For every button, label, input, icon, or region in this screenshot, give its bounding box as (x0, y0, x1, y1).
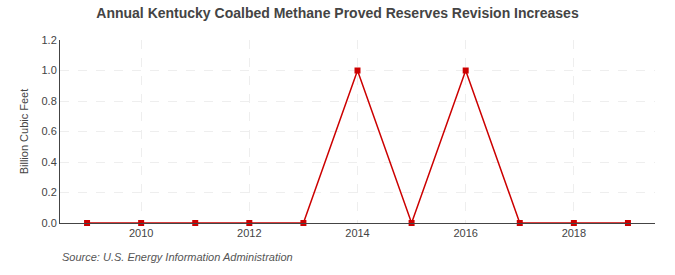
svg-text:1.0: 1.0 (42, 64, 57, 76)
svg-text:0.2: 0.2 (42, 186, 57, 198)
svg-text:0.4: 0.4 (42, 156, 57, 168)
svg-text:2010: 2010 (129, 227, 153, 239)
svg-text:0.8: 0.8 (42, 95, 57, 107)
svg-text:Source: U.S. Energy Informatio: Source: U.S. Energy Information Administ… (62, 251, 293, 263)
svg-text:Annual Kentucky Coalbed Methan: Annual Kentucky Coalbed Methane Proved R… (96, 5, 579, 21)
svg-text:2014: 2014 (345, 227, 369, 239)
svg-text:0.0: 0.0 (42, 217, 57, 229)
svg-text:Billion Cubic Feet: Billion Cubic Feet (18, 89, 30, 175)
svg-text:2012: 2012 (237, 227, 261, 239)
svg-text:1.2: 1.2 (42, 34, 57, 46)
svg-text:2016: 2016 (453, 227, 477, 239)
svg-text:0.6: 0.6 (42, 125, 57, 137)
svg-text:2018: 2018 (562, 227, 586, 239)
